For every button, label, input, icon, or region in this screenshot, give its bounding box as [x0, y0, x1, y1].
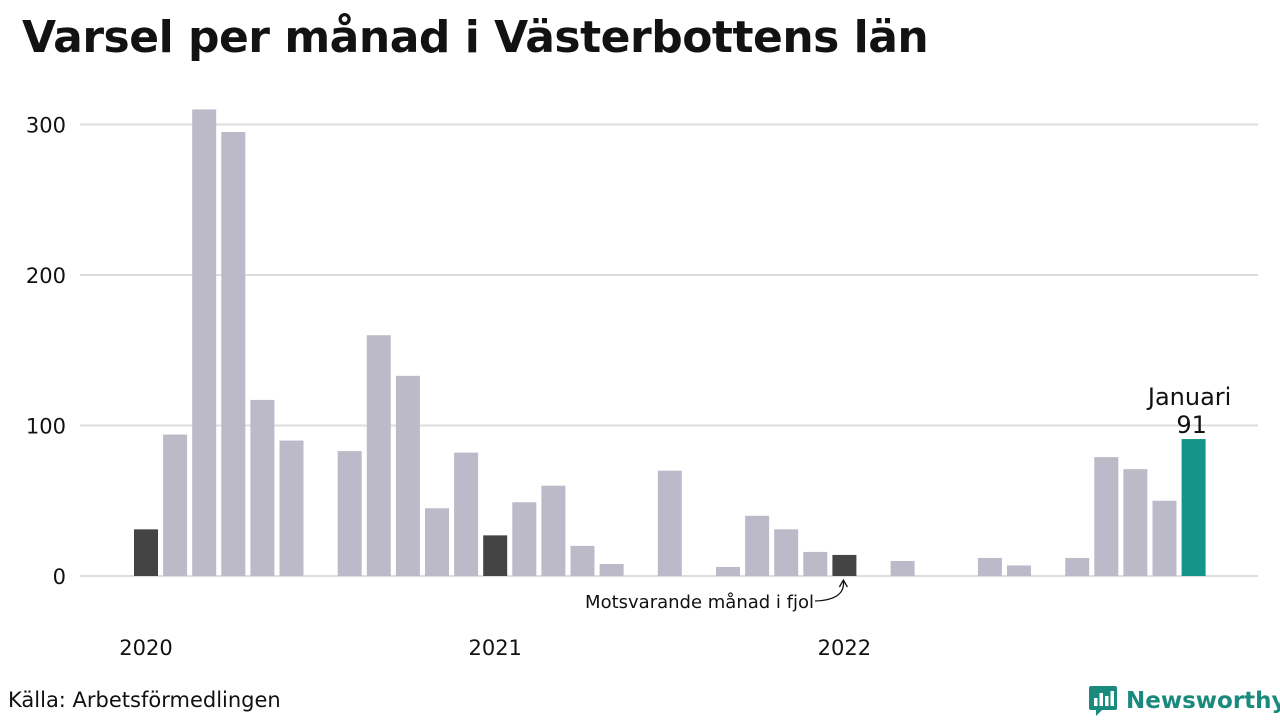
bar — [366, 335, 391, 576]
bar — [599, 563, 624, 576]
bar — [803, 551, 828, 576]
bar — [1007, 565, 1031, 576]
bar — [221, 132, 246, 576]
bar — [774, 529, 799, 576]
chart-title: Varsel per månad i Västerbottens län — [22, 12, 929, 63]
bar — [1123, 469, 1148, 576]
bar — [1065, 557, 1090, 576]
bar-same-month — [483, 535, 508, 576]
bar — [745, 515, 770, 576]
newsworthy-logo-icon — [1089, 686, 1117, 716]
bar — [425, 508, 449, 576]
x-tick-label: 2021 — [468, 636, 521, 660]
bar — [890, 560, 915, 576]
bar — [454, 452, 479, 576]
bar — [512, 502, 537, 576]
bar — [1152, 500, 1177, 576]
bar — [541, 485, 566, 576]
annotation-arrow — [814, 580, 845, 602]
brand[interactable]: Newsworthy — [1088, 684, 1280, 718]
bar — [337, 451, 362, 576]
highlight-label: Januari — [1146, 383, 1231, 411]
bar — [250, 399, 275, 576]
bar-highlight — [1181, 439, 1206, 576]
y-tick-label: 200 — [26, 264, 66, 288]
bar — [192, 109, 217, 576]
grid-lines — [80, 123, 1258, 577]
bar-same-month — [134, 529, 158, 576]
y-axis-ticks: 0 100 200 300 — [26, 114, 66, 590]
annotation-arrowhead — [838, 578, 848, 588]
highlight-value-label: 91 — [1176, 411, 1207, 439]
bar — [395, 375, 420, 576]
bar — [570, 545, 595, 576]
bar — [1094, 457, 1119, 576]
bar-same-month — [832, 554, 857, 576]
bar — [163, 434, 188, 576]
x-tick-label: 2020 — [119, 636, 172, 660]
x-tick-label: 2022 — [818, 636, 871, 660]
bar — [716, 566, 740, 576]
x-axis-labels: 2020 2021 2022 — [119, 636, 871, 660]
bars — [134, 109, 1206, 576]
annotation-text: Motsvarande månad i fjol — [585, 592, 814, 613]
y-tick-label: 300 — [26, 114, 66, 138]
y-tick-label: 100 — [26, 415, 66, 439]
brand-name: Newsworthy — [1126, 688, 1280, 714]
source-note: Källa: Arbetsförmedlingen — [8, 688, 281, 712]
y-tick-label: 0 — [53, 565, 66, 589]
bar — [279, 440, 304, 576]
bar — [657, 470, 682, 576]
bar — [977, 557, 1002, 576]
